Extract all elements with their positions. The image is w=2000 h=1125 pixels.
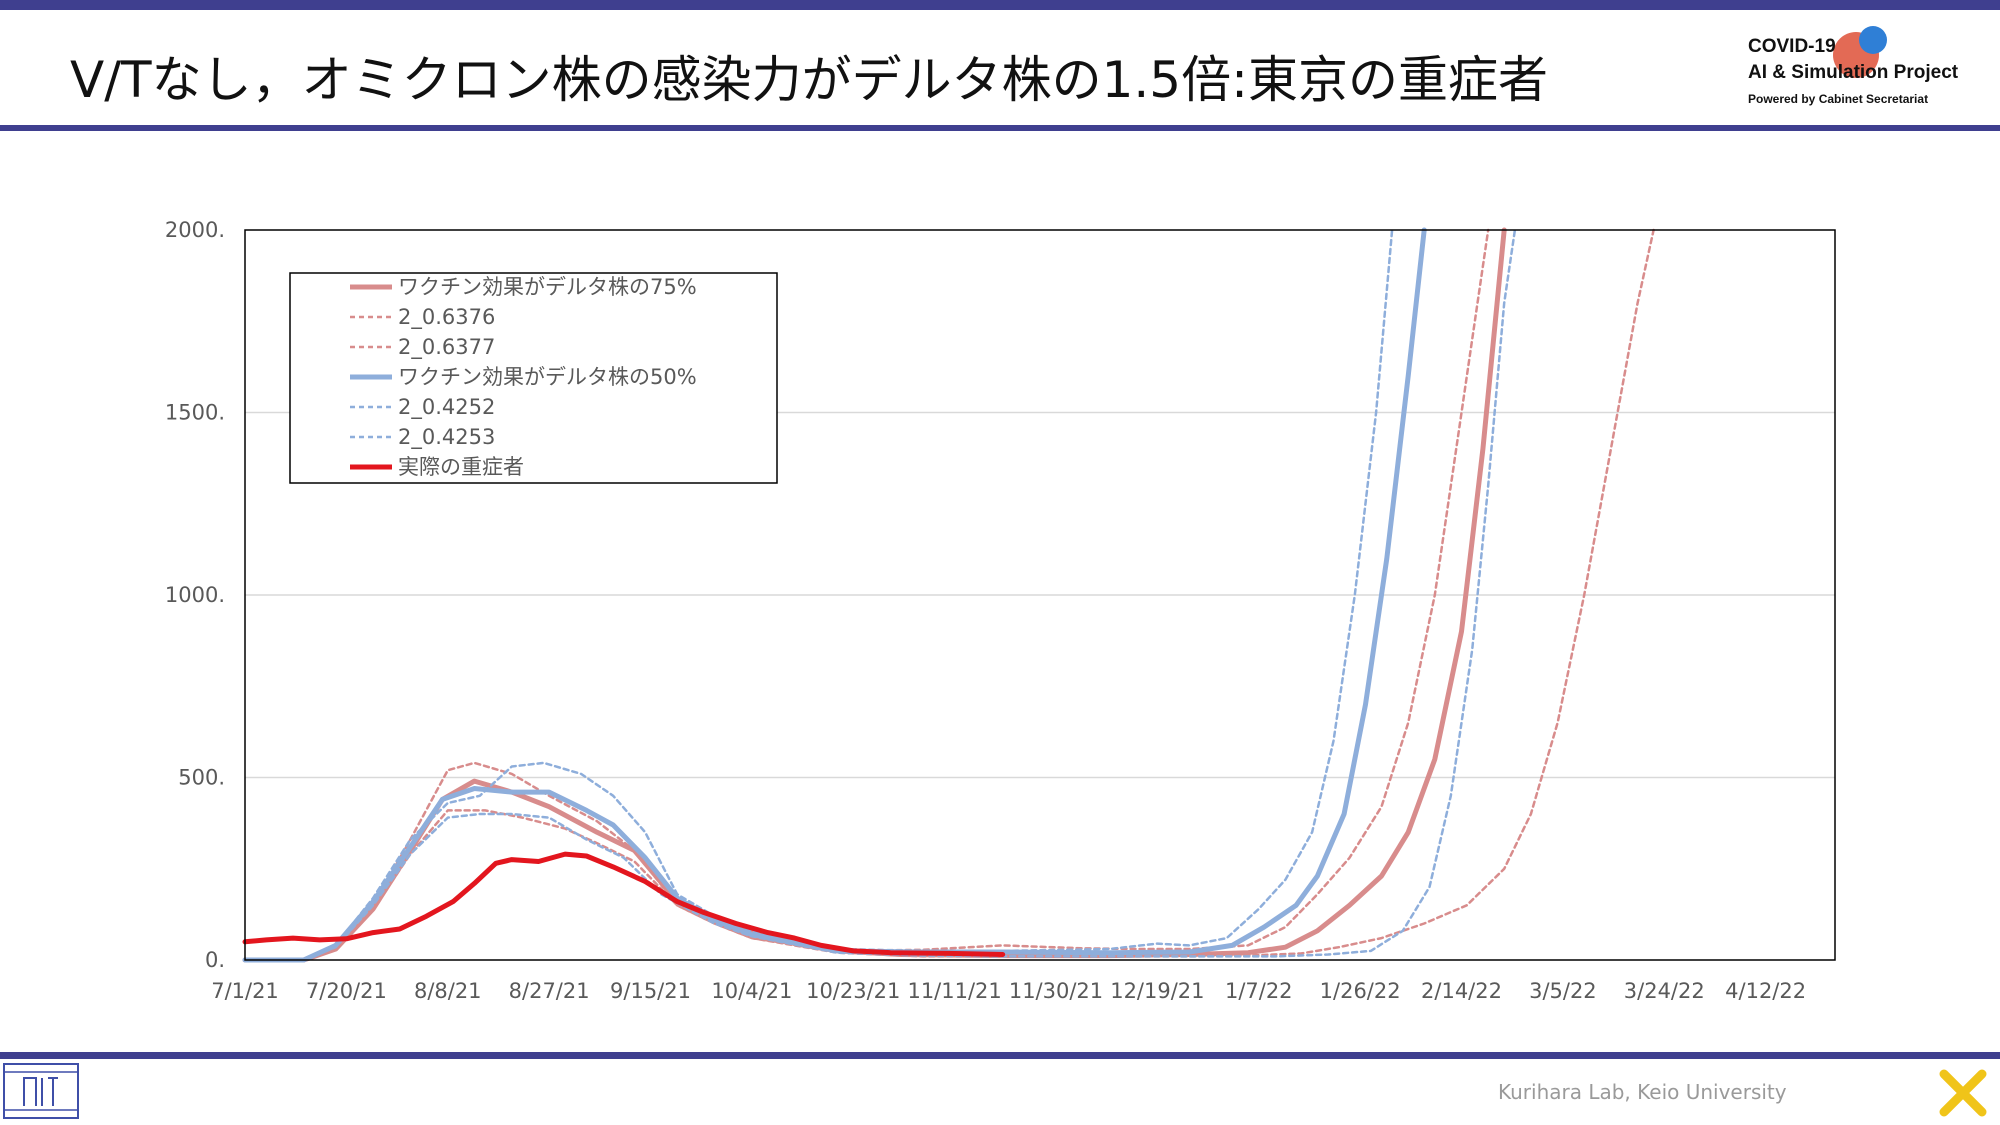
x-tick-label: 1/7/22 [1225, 979, 1293, 1003]
top-accent-bar [0, 0, 2000, 10]
legend-label: 2_0.4253 [398, 425, 495, 450]
y-tick-label: 500. [178, 766, 225, 790]
legend-label: ワクチン効果がデルタ株の75% [398, 275, 697, 299]
series-line-3 [242, 227, 1427, 963]
legend-label: 実際の重症者 [398, 455, 524, 479]
x-tick-label: 1/26/22 [1320, 979, 1401, 1003]
logo-blue-circle-icon [1859, 26, 1887, 54]
x-tick-label: 4/12/22 [1725, 979, 1806, 1003]
y-tick-label: 1500. [165, 401, 225, 425]
series-line-6 [242, 851, 1006, 957]
legend-label: 2_0.6376 [398, 305, 495, 330]
plot-frame [244, 229, 1836, 961]
x-tick-label: 2/14/22 [1421, 979, 1502, 1003]
x-tick-label: 11/11/21 [907, 979, 1001, 1003]
x-tick-label: 11/30/21 [1009, 979, 1103, 1003]
x-tick-label: 7/1/21 [211, 979, 279, 1003]
logo-line-2: AI & Simulation Project [1748, 62, 1959, 83]
legend-label: 2_0.4252 [398, 395, 495, 420]
x-tick-label: 10/4/21 [711, 979, 792, 1003]
y-tick-label: 1000. [165, 583, 225, 607]
y-axis-ticks: 0. 500. 1000. 1500. 2000. [165, 218, 225, 972]
x-tick-label: 3/24/22 [1624, 979, 1705, 1003]
logo-line-3: Powered by Cabinet Secretariat [1748, 92, 1929, 106]
x-tick-label: 10/23/21 [806, 979, 900, 1003]
covid-project-logo: COVID-19 AI & Simulation Project Powered… [1745, 24, 1995, 114]
x-tick-label: 7/20/21 [306, 979, 387, 1003]
y-tick-label: 0. [205, 948, 225, 972]
title-underline [0, 125, 2000, 131]
x-axis-ticks: 7/1/21 7/20/21 8/8/21 8/27/21 9/15/21 10/4/21… [211, 979, 1806, 1003]
x-tick-label: 8/8/21 [414, 979, 482, 1003]
series-layer [242, 227, 1655, 963]
x-tick-label: 3/5/22 [1529, 979, 1597, 1003]
lab-logo-icon [3, 1063, 79, 1119]
legend-label: ワクチン効果がデルタ株の50% [398, 365, 697, 389]
x-tick-label: 9/15/21 [610, 979, 691, 1003]
chart-legend: ワクチン効果がデルタ株の75% 2_0.6376 2_0.6377 ワクチン効果がデル… [289, 272, 778, 484]
x-logo-icon [1939, 1069, 1987, 1117]
series-line-4 [243, 228, 1394, 962]
lab-credit: Kurihara Lab, Keio University [1498, 1080, 1787, 1104]
footer-rule [0, 1052, 2000, 1059]
slide-title: V/Tなし，オミクロン株の感染力がデルタ株の1.5倍:東京の重症者 [70, 51, 1548, 109]
series-line-5 [243, 228, 1517, 962]
series-line-1 [243, 228, 1655, 962]
x-tick-label: 12/19/21 [1110, 979, 1204, 1003]
x-tick-label: 8/27/21 [509, 979, 590, 1003]
y-tick-label: 2000. [165, 218, 225, 242]
logo-line-1: COVID-19 [1748, 36, 1836, 57]
legend-label: 2_0.6377 [398, 335, 495, 360]
